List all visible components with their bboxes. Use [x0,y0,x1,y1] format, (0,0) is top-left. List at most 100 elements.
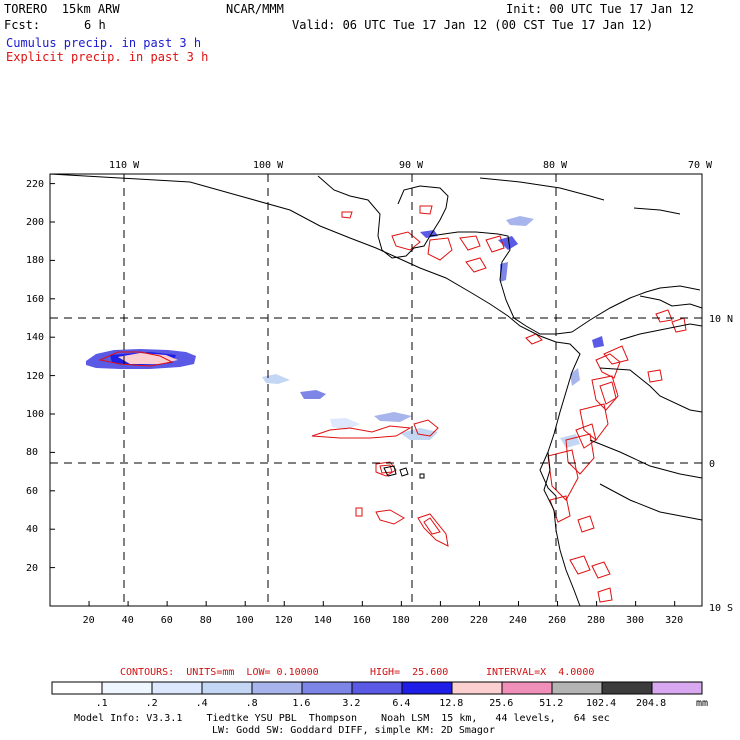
contour-central-4 [485,235,505,253]
color-bar-swatch [551,681,603,695]
y-tick-label: 140 [26,332,45,344]
lon-label-70w: 70 W [688,160,713,171]
coast-gulf-yucatan [317,175,449,259]
contour-pacific-e2 [423,517,441,535]
cumulus-blob-colombia [570,368,580,386]
model-info-line1: Model Info: V3.3.1 Tiedtke YSU PBL Thomp… [74,713,610,724]
border-south-1 [599,483,703,521]
coastlines [49,173,703,607]
color-bar-swatch [151,681,203,695]
contour-panama [525,333,543,345]
color-bar-label: 6.4 [392,698,411,709]
org-name: NCAR/MMM [226,2,284,16]
x-tick-label: 320 [665,615,684,626]
coast-colombia-pacific [543,341,581,607]
x-tick-label: 100 [235,615,254,626]
cumulus-blob-panama [592,336,604,348]
lat-label-10n: 10 N [709,314,734,325]
coast-mexico-pacific [49,173,557,343]
river-basin-1 [589,439,703,479]
cumulus-blob-pacific-2 [262,374,290,384]
explicit-precip-fill [118,353,178,364]
contour-pacific-f [355,507,363,517]
color-bar-label: 3.2 [342,698,361,709]
latlon-grid [50,174,702,606]
x-tick-label: 260 [547,615,566,626]
lat-label-10s: 10 S [709,603,734,614]
color-bar-unit: mm [696,698,709,709]
forecast-hour: 6 h [84,18,106,32]
coast-south-america-north [571,285,701,333]
contour-andes-3 [579,403,609,441]
contour-andes-4 [565,433,595,475]
border-venezuela [619,323,703,341]
color-bar-label: .8 [245,698,258,709]
x-tick-label: 60 [160,615,173,626]
color-bar-label: 102.4 [586,698,617,709]
color-bar [51,681,703,695]
y-tick-label: 180 [26,255,45,267]
cumulus-blob-pacific-4 [330,418,360,430]
contour-pacific-c [375,461,397,477]
contour-south-4 [577,515,595,533]
y-tick-label: 200 [26,217,45,228]
island-galapagos-1 [383,465,397,477]
color-bar-swatch [501,681,553,695]
color-bar-swatch [601,681,653,695]
contour-colombia-1 [603,345,629,365]
model-info-line2: LW: Godd SW: Goddard DIFF, simple KM: 2D… [212,725,495,736]
contour-info-interval: INTERVAL=X 4.0000 [486,667,595,678]
explicit-precip-contours [98,205,687,603]
color-bar-label: 1.6 [292,698,311,709]
contour-pacific-b [413,419,439,437]
color-bar-label: 25.6 [489,698,514,709]
field-explicit-title: Explicit precip. in past 3 h [6,50,209,64]
lon-label-80w: 80 W [543,160,568,171]
lon-label-90w: 90 W [399,160,424,171]
y-tick-label: 120 [26,370,45,382]
x-tick-label: 300 [626,615,645,626]
contour-venezuela-1 [655,309,673,323]
contour-venezuela-2 [671,317,687,333]
cumulus-blob-caribbean [500,262,508,282]
contour-andes-5 [547,449,579,501]
color-bar-label: 12.8 [439,698,464,709]
y-tick-label: 160 [26,293,45,305]
contour-central-2 [427,237,453,261]
contour-south-3 [597,587,613,603]
x-tick-label: 240 [508,615,527,626]
contour-pacific-c2 [379,464,393,474]
coast-caribbean-central [429,231,573,335]
contour-andes-1 [595,353,621,379]
color-bar-label: 51.2 [539,698,564,709]
x-tick-label: 20 [82,615,95,626]
color-bar-label: .1 [95,698,108,709]
valid-time: Valid: 06 UTC Tue 17 Jan 12 (00 CST Tue … [292,18,654,32]
x-tick-label: 200 [430,615,449,626]
model-name: TORERO 15km ARW [4,2,120,16]
contour-pacific-d [375,509,405,525]
coast-ecuador-gulf [539,451,557,497]
contour-west [98,351,174,367]
color-bar-swatch [201,681,253,695]
y-tick-label: 80 [26,447,39,459]
x-tick-label: 80 [199,615,212,626]
lon-label-100w: 100 W [253,160,284,171]
contour-info-high: HIGH= 25.600 [370,667,449,678]
coast-hispaniola [633,207,681,215]
cumulus-blob-gulf [506,216,534,226]
y-tick-label: 60 [26,485,39,497]
island-small-1 [419,473,425,479]
x-tick-label: 40 [121,615,134,626]
color-bar-label: 204.8 [636,698,667,709]
field-cumulus-title: Cumulus precip. in past 3 h [6,36,202,50]
y-tick-label: 40 [26,524,39,536]
color-bar-label: .2 [145,698,158,709]
cumulus-blob-honduras [498,236,518,250]
coast-cuba [479,177,605,201]
contour-south-1 [569,555,591,575]
x-tick-label: 160 [352,615,371,626]
lat-label-0: 0 [709,459,716,470]
border-colombia [599,367,703,413]
